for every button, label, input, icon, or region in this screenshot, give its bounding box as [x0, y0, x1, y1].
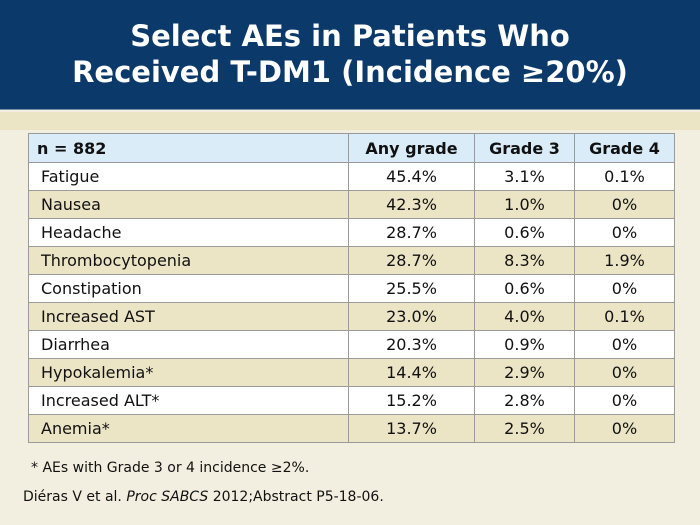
value-cell: 1.0%: [474, 190, 575, 219]
decorative-band: [0, 112, 700, 130]
value-cell: 8.3%: [474, 246, 575, 275]
value-cell: 0%: [574, 218, 675, 247]
value-cell: 0%: [574, 274, 675, 303]
slide-title-line-2: Received T-DM1 (Incidence ≥20%): [72, 55, 628, 89]
value-cell: 0%: [574, 358, 675, 387]
value-cell: 2.8%: [474, 386, 575, 415]
value-cell: 0.6%: [474, 218, 575, 247]
ae-name-cell: Anemia*: [28, 414, 349, 443]
value-cell: 42.3%: [348, 190, 475, 219]
citation-authors: Diéras V et al.: [23, 489, 122, 505]
ae-name-cell: Constipation: [28, 274, 349, 303]
value-cell: 28.7%: [348, 246, 475, 275]
value-cell: 0.6%: [474, 274, 575, 303]
citation-journal: Proc SABCS: [126, 489, 209, 505]
value-cell: 0.1%: [574, 302, 675, 331]
ae-name-cell: Increased AST: [28, 302, 349, 331]
header-grade-4: Grade 4: [574, 133, 675, 163]
slide-title: Select AEs in Patients Who Received T-DM…: [0, 18, 700, 90]
value-cell: 4.0%: [474, 302, 575, 331]
header-any-grade: Any grade: [348, 133, 475, 163]
header-n: n = 882: [28, 133, 349, 163]
value-cell: 20.3%: [348, 330, 475, 359]
value-cell: 3.1%: [474, 162, 575, 191]
value-cell: 0.9%: [474, 330, 575, 359]
table-row: Hypokalemia* 14.4% 2.9% 0%: [28, 358, 675, 387]
value-cell: 0%: [574, 386, 675, 415]
slide-title-line-1: Select AEs in Patients Who: [130, 19, 570, 53]
ae-name-cell: Fatigue: [28, 162, 349, 191]
value-cell: 25.5%: [348, 274, 475, 303]
value-cell: 0%: [574, 190, 675, 219]
adverse-events-table: n = 882 Any grade Grade 3 Grade 4 Fatigu…: [28, 133, 675, 443]
ae-name-cell: Hypokalemia*: [28, 358, 349, 387]
value-cell: 1.9%: [574, 246, 675, 275]
value-cell: 15.2%: [348, 386, 475, 415]
value-cell: 14.4%: [348, 358, 475, 387]
table-header-row: n = 882 Any grade Grade 3 Grade 4: [28, 133, 675, 163]
citation: Diéras V et al. Proc SABCS 2012;Abstract…: [23, 489, 384, 505]
table-row: Increased ALT* 15.2% 2.8% 0%: [28, 386, 675, 415]
table-row: Fatigue 45.4% 3.1% 0.1%: [28, 162, 675, 191]
ae-name-cell: Nausea: [28, 190, 349, 219]
value-cell: 28.7%: [348, 218, 475, 247]
value-cell: 45.4%: [348, 162, 475, 191]
value-cell: 23.0%: [348, 302, 475, 331]
table-row: Anemia* 13.7% 2.5% 0%: [28, 414, 675, 443]
footnote: * AEs with Grade 3 or 4 incidence ≥2%.: [31, 460, 310, 476]
value-cell: 13.7%: [348, 414, 475, 443]
ae-name-cell: Increased ALT*: [28, 386, 349, 415]
ae-name-cell: Diarrhea: [28, 330, 349, 359]
title-banner: Select AEs in Patients Who Received T-DM…: [0, 0, 700, 110]
citation-details: 2012;Abstract P5-18-06.: [212, 489, 384, 505]
value-cell: 2.9%: [474, 358, 575, 387]
value-cell: 2.5%: [474, 414, 575, 443]
table-row: Diarrhea 20.3% 0.9% 0%: [28, 330, 675, 359]
table-row: Nausea 42.3% 1.0% 0%: [28, 190, 675, 219]
table-row: Headache 28.7% 0.6% 0%: [28, 218, 675, 247]
table-row: Constipation 25.5% 0.6% 0%: [28, 274, 675, 303]
header-grade-3: Grade 3: [474, 133, 575, 163]
value-cell: 0.1%: [574, 162, 675, 191]
ae-name-cell: Headache: [28, 218, 349, 247]
value-cell: 0%: [574, 330, 675, 359]
table-row: Increased AST 23.0% 4.0% 0.1%: [28, 302, 675, 331]
value-cell: 0%: [574, 414, 675, 443]
table-row: Thrombocytopenia 28.7% 8.3% 1.9%: [28, 246, 675, 275]
ae-name-cell: Thrombocytopenia: [28, 246, 349, 275]
